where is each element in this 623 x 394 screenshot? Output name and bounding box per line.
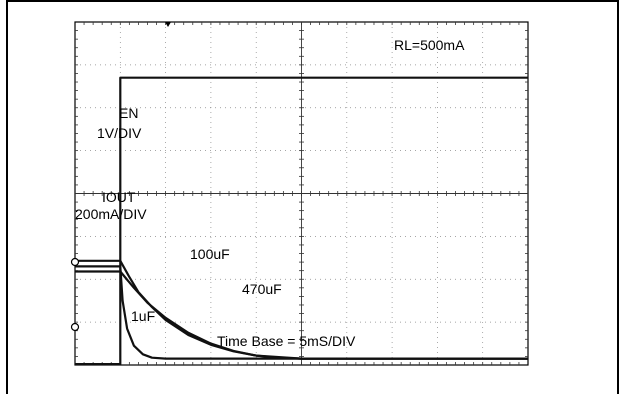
trigger-marker <box>165 22 171 27</box>
scope-traces <box>75 76 528 366</box>
channel-ground-marker <box>70 257 80 267</box>
annotation-en-scale: 1V/DIV <box>97 125 142 141</box>
channel-ground-marker <box>70 322 80 332</box>
scope-grid <box>74 21 529 366</box>
annotation-load: RL=500mA <box>394 37 465 53</box>
series-line <box>75 76 528 366</box>
annotation-timebase: Time Base = 5mS/DIV <box>217 333 356 349</box>
annotation-cap-100uf: 100uF <box>190 246 230 262</box>
frame-border-right <box>617 0 619 394</box>
series-line <box>75 265 528 360</box>
annotation-iout-name: IOUT <box>102 189 136 205</box>
annotation-iout-scale: 200mA/DIV <box>75 206 147 222</box>
annotation-cap-470uf: 470uF <box>242 281 282 297</box>
annotation-cap-1uf: 1uF <box>131 308 155 324</box>
frame-border-top <box>6 0 619 2</box>
annotation-en-name: EN <box>119 105 138 121</box>
frame-border-left <box>6 0 8 394</box>
